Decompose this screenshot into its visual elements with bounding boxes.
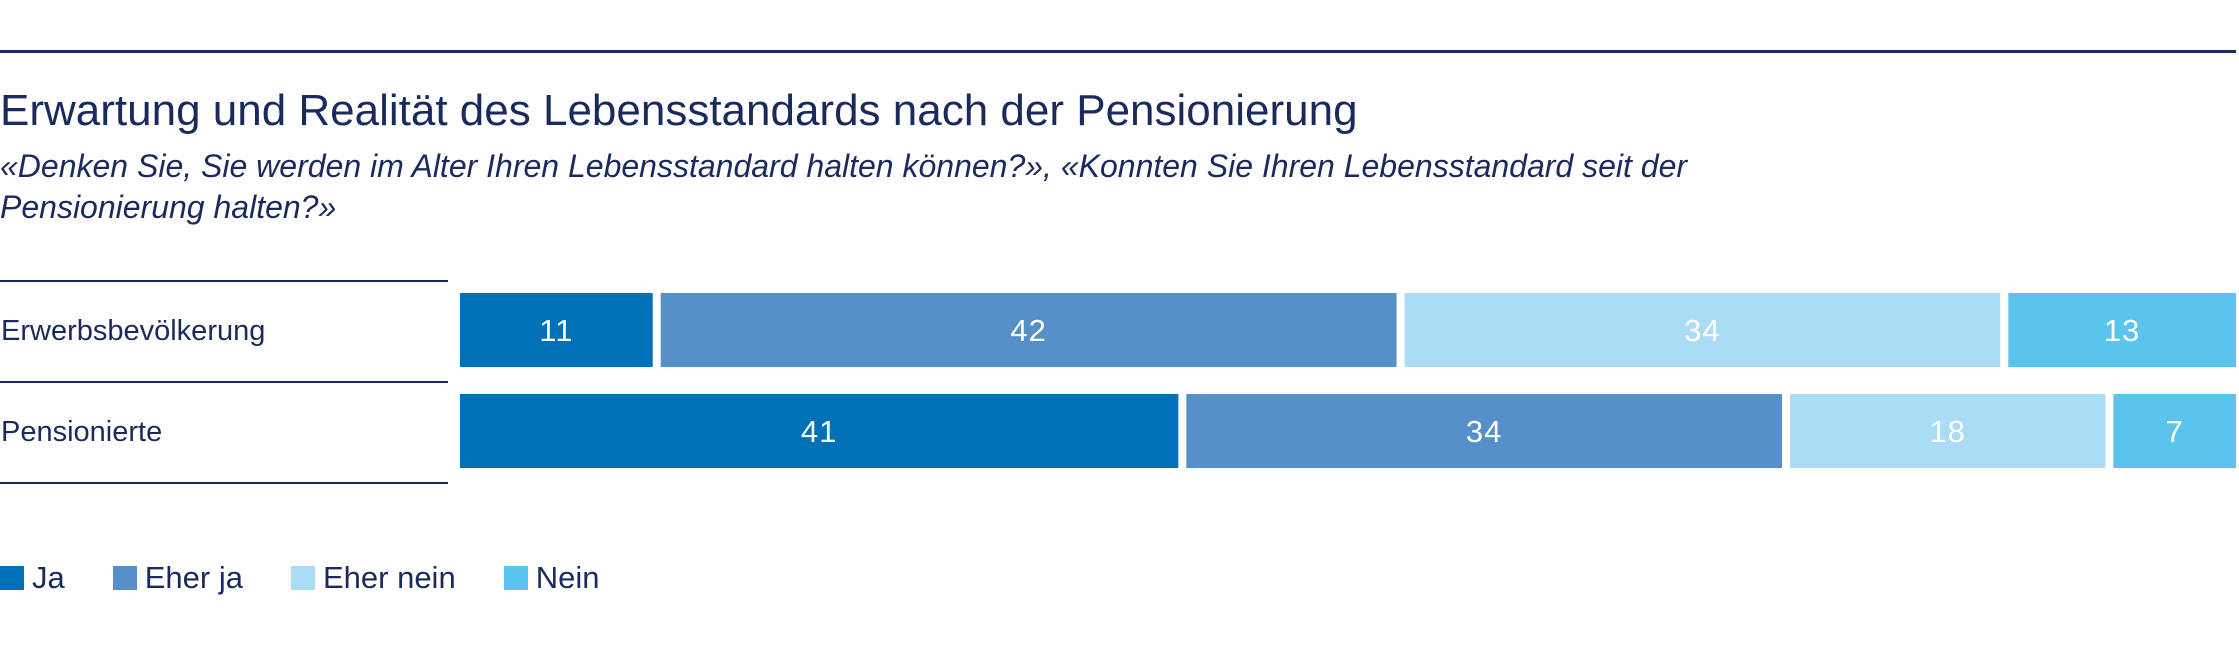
bar-segment	[460, 394, 1179, 468]
chart-title: Erwartung und Realität des Lebensstandar…	[0, 86, 1358, 135]
data-label: 7	[2166, 414, 2184, 449]
data-label: 34	[1684, 313, 1720, 348]
row-divider	[0, 482, 448, 484]
data-label: 13	[2104, 313, 2140, 348]
legend-item: Eher nein	[290, 560, 456, 596]
legend-label: Eher ja	[144, 560, 243, 595]
data-label: 18	[1929, 414, 1965, 449]
legend-item: Nein	[503, 560, 600, 596]
legend-label: Eher nein	[322, 560, 456, 595]
legend-swatch	[503, 566, 528, 590]
bar-segment	[460, 293, 653, 367]
bar-segment	[660, 293, 1397, 367]
row-divider	[0, 381, 448, 383]
bar-segment	[1186, 394, 1782, 468]
category-label: Erwerbsbevölkerung	[1, 315, 265, 347]
legend-label: Ja	[32, 560, 65, 595]
category-label: Pensionierte	[1, 416, 162, 448]
bar-segment	[1790, 394, 2106, 468]
legend-item: Ja	[0, 560, 65, 596]
bar-segment	[2113, 394, 2236, 468]
data-label: 42	[1010, 313, 1046, 348]
chart-subtitle: «Denken Sie, Sie werden im Alter Ihren L…	[0, 148, 1688, 225]
row-divider	[0, 280, 448, 282]
legend-label: Nein	[535, 560, 600, 595]
legend-item: Eher ja	[112, 560, 243, 596]
chart-legend: Ja Eher ja Eher nein Nein	[0, 560, 647, 596]
legend-swatch	[0, 566, 24, 590]
legend-swatch	[290, 566, 315, 590]
stacked-bar-chart: Erwerbsbevölkerung 11 42 34 13 Pensionierte 41…	[0, 280, 2236, 484]
bar-segment	[1404, 293, 2001, 367]
bar-segment	[2008, 293, 2236, 367]
data-label: 34	[1466, 414, 1502, 449]
top-rule	[0, 50, 2236, 53]
data-label: 11	[539, 313, 573, 348]
legend-swatch	[112, 566, 137, 590]
data-label: 41	[801, 414, 837, 449]
